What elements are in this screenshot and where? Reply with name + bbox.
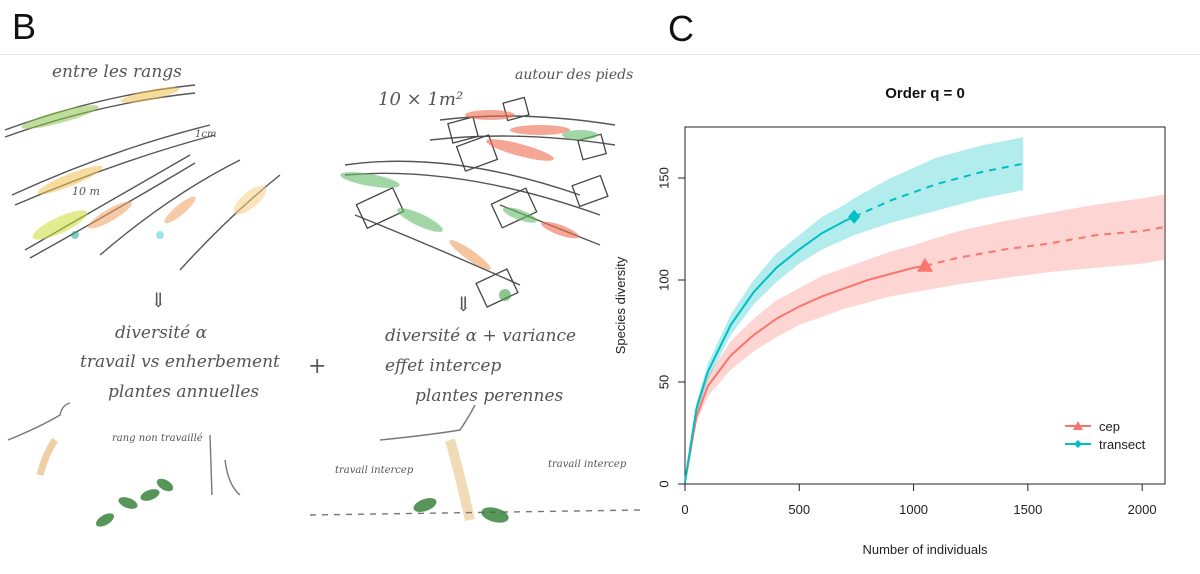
rarefaction-chart: Order q = 0 0 500 1000 1500 2000 0 50 100 150 N… [613,85,1166,557]
marker-transect [848,209,861,224]
x-tick-label: 0 [681,502,688,517]
y-tick-label: 100 [656,269,671,291]
sketch-left-text-1: diversité α [115,323,208,343]
line-interpolated-cep [684,264,926,483]
sketch-label-rang: rang non travaillé [112,433,203,444]
sketch-label-travail-right: travail intercep [548,459,627,470]
sketch-label-1m: 1cm [195,129,216,140]
line-interpolated-transect [684,215,855,483]
sketch-left-color [21,87,267,240]
x-tick-label: 500 [788,502,810,517]
sketch-arrow-left: ⇓ [150,288,167,312]
y-tick-label: 150 [656,167,671,189]
sketch-right-text-3: plantes perennes [415,386,564,406]
x-axis: 0 500 1000 1500 2000 [681,484,1157,517]
y-tick-label: 50 [656,375,671,389]
sketch-right-text-1: diversité α + variance [385,326,576,346]
legend-label-cep: cep [1099,419,1120,434]
sketch-label-travail-left: travail intercep [335,465,414,476]
plot-frame [684,126,1166,485]
band-transect [685,137,1024,482]
sketch-left-rows [4,84,281,271]
confidence-bands [685,137,1165,482]
y-axis: 0 50 100 150 [656,167,685,488]
sketch-left-text-3: plantes annuelles [108,382,259,402]
band-cep [685,194,1165,482]
sketch-vines [7,402,640,522]
chart-title: Order q = 0 [885,85,965,102]
panel-letter-c: C [668,8,694,49]
line-extrapolated-transect [853,162,1024,218]
chart-legend: cep transect [1065,419,1146,452]
sketch-label-around-feet: autour des pieds [515,67,633,83]
sketch-label-quadrats: 10 × 1m² [378,89,463,110]
panel-letter-b: B [12,6,37,47]
sketch-right-color [340,110,598,301]
legend-marker-cep [1073,421,1083,430]
marker-cep [917,257,933,272]
y-axis-label: Species diversity [613,256,628,354]
sketch-label-between-rows: entre les rangs [52,62,182,82]
sketch-label-10m: 10 m [72,185,100,198]
panel-divider [0,54,1200,55]
x-tick-label: 1000 [899,502,928,517]
sketch-plus: + [308,354,326,379]
sketch-right-quadrats [355,96,609,308]
sketch-plants [95,478,509,527]
observed-markers [848,209,933,272]
x-tick-label: 2000 [1128,502,1157,517]
legend-marker-transect [1074,440,1082,448]
x-axis-label: Number of individuals [862,542,988,557]
sketch-left-text-2: travail vs enherbement [80,352,280,372]
legend-label-transect: transect [1099,437,1146,452]
sketch-right-text-2: effet intercep [385,356,501,376]
y-tick-label: 0 [656,480,671,487]
series-lines [684,162,1166,483]
sketch-arrow-right: ⇓ [455,292,472,316]
x-tick-label: 1500 [1013,502,1042,517]
field-sketch: entre les rangs 10 × 1m² autour des pied… [4,62,640,527]
